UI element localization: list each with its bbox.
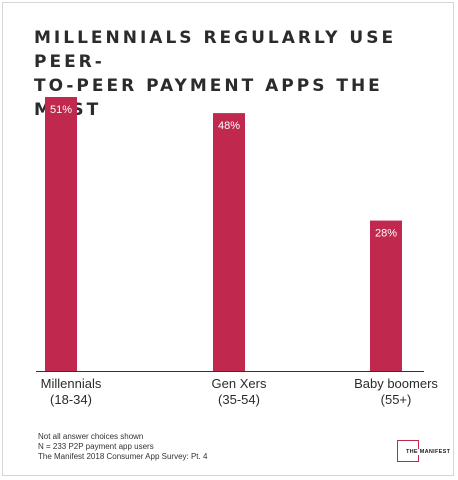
footnote-line: Not all answer choices shown [38, 432, 144, 441]
footnote-line: The Manifest 2018 Consumer App Survey: P… [38, 452, 208, 461]
data-label: 51% [50, 104, 72, 116]
footnote-line: N = 233 P2P payment app users [38, 442, 154, 451]
data-label: 48% [218, 120, 240, 132]
card-frame [2, 2, 454, 476]
bar [45, 97, 77, 371]
x-tick-label: Gen Xers [212, 376, 267, 391]
x-tick-label: (18-34) [50, 392, 92, 407]
chart-title: MILLENNIALS REGULARLY USE PEER- TO-PEER … [34, 26, 424, 122]
x-tick-label: Baby boomers [354, 376, 438, 391]
x-tick-label: (35-54) [218, 392, 260, 407]
manifest-logo-text: THE MANIFEST [405, 449, 452, 455]
chart-footnote: Not all answer choices shown N = 233 P2P… [38, 432, 207, 462]
bar [213, 113, 245, 371]
chart-title-line-1: MILLENNIALS REGULARLY USE PEER- [34, 28, 397, 72]
x-tick-label: Millennials [41, 376, 102, 391]
data-label: 28% [375, 228, 397, 240]
x-tick-label: (55+) [381, 392, 412, 407]
bar [370, 220, 402, 371]
